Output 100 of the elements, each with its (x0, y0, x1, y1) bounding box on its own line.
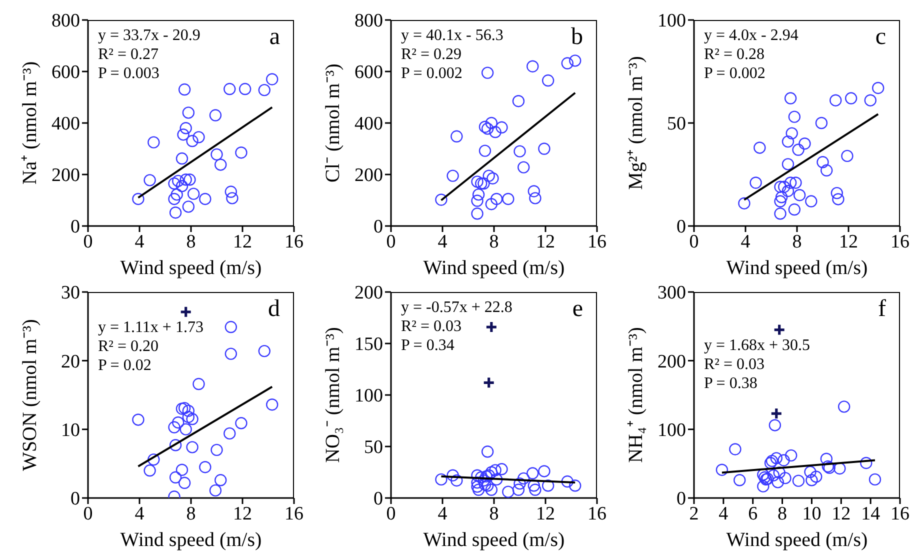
point (258, 344, 270, 358)
point (177, 128, 190, 141)
point (716, 464, 728, 476)
y-tick-label: 0 (70, 216, 80, 238)
annotation: y = -0.57x + 22.8 (401, 298, 512, 317)
point (435, 194, 448, 206)
point (734, 474, 746, 486)
point (446, 469, 459, 482)
y-axis-title: NO₃⁻ (nmol m⁻³) (322, 327, 344, 463)
point (569, 54, 582, 67)
y-tick-label: 150 (354, 334, 383, 356)
point (529, 484, 542, 496)
x-tick-label: 16 (890, 231, 910, 252)
point (868, 473, 882, 486)
x-axis-title: Wind speed (m/s) (120, 257, 262, 279)
y-tick-label: 300 (658, 282, 686, 304)
point (481, 446, 494, 458)
point (561, 57, 574, 70)
x-tick-label: 6 (748, 503, 758, 524)
point (144, 174, 156, 186)
point (478, 120, 492, 133)
annotation: y = 1.68x + 30.5 (704, 336, 810, 355)
point (774, 195, 786, 208)
point (512, 484, 525, 496)
x-tick-label: 16 (890, 503, 910, 524)
x-axis-title: Wind speed (m/s) (726, 257, 868, 279)
point (860, 456, 872, 470)
point (790, 176, 802, 189)
annotation: P = 0.002 (704, 64, 766, 83)
point (471, 194, 484, 207)
point (182, 410, 195, 424)
point (864, 94, 876, 106)
point (182, 404, 195, 417)
point (793, 189, 806, 202)
chart-title: c (875, 24, 886, 51)
point (757, 480, 770, 492)
annotation: R² = 0.27 (98, 45, 160, 64)
point (792, 144, 804, 156)
y-tick-label: 800 (52, 10, 80, 32)
point (804, 466, 816, 478)
point (782, 158, 794, 170)
point (786, 127, 798, 140)
point (805, 195, 818, 208)
x-tick-label: 2 (689, 503, 699, 524)
y-tick-label: 200 (354, 165, 383, 186)
chart-title: f (878, 296, 886, 323)
x-tick-label: 8 (489, 503, 499, 524)
point (820, 164, 833, 176)
x-axis-title: Wind speed (m/s) (726, 529, 868, 551)
point (569, 480, 582, 492)
x-tick-label: 4 (438, 231, 448, 252)
point (235, 417, 248, 430)
point (784, 92, 797, 104)
point (788, 110, 801, 123)
point (192, 378, 205, 390)
point (186, 441, 198, 454)
x-axis-title: Wind speed (m/s) (423, 529, 565, 551)
annotation: y = 33.7x - 20.9 (98, 26, 200, 45)
point (170, 188, 183, 201)
point (538, 142, 550, 155)
point (209, 109, 222, 122)
point (770, 452, 782, 464)
point (209, 484, 222, 497)
point (778, 180, 790, 193)
x-tick-label: 4 (134, 231, 145, 252)
point (169, 206, 182, 219)
point (210, 444, 223, 456)
point (485, 198, 498, 210)
point (770, 407, 783, 420)
y-tick-label: 200 (658, 351, 686, 372)
point (512, 95, 525, 108)
chart-title: b (571, 24, 583, 51)
point (526, 60, 539, 72)
y-tick-label: 50 (364, 437, 383, 458)
point (176, 464, 188, 476)
point (199, 192, 212, 206)
point (514, 477, 526, 490)
point (169, 439, 182, 452)
point (475, 177, 488, 190)
point (489, 126, 502, 138)
point (830, 94, 842, 106)
point (830, 186, 844, 200)
point (841, 150, 854, 162)
point (768, 419, 782, 432)
point (186, 412, 198, 426)
x-tick-label: 8 (778, 503, 788, 524)
chart-title: e (572, 296, 583, 323)
y-tick-label: 50 (667, 114, 686, 135)
point (172, 416, 184, 429)
point (450, 474, 463, 487)
point (773, 466, 786, 479)
point (774, 180, 786, 193)
point (502, 192, 514, 206)
point (266, 73, 278, 86)
point (435, 473, 448, 486)
x-tick-label: 12 (233, 231, 252, 252)
point (838, 400, 850, 413)
point (775, 191, 788, 204)
x-tick-label: 4 (740, 231, 751, 252)
point (450, 130, 463, 142)
